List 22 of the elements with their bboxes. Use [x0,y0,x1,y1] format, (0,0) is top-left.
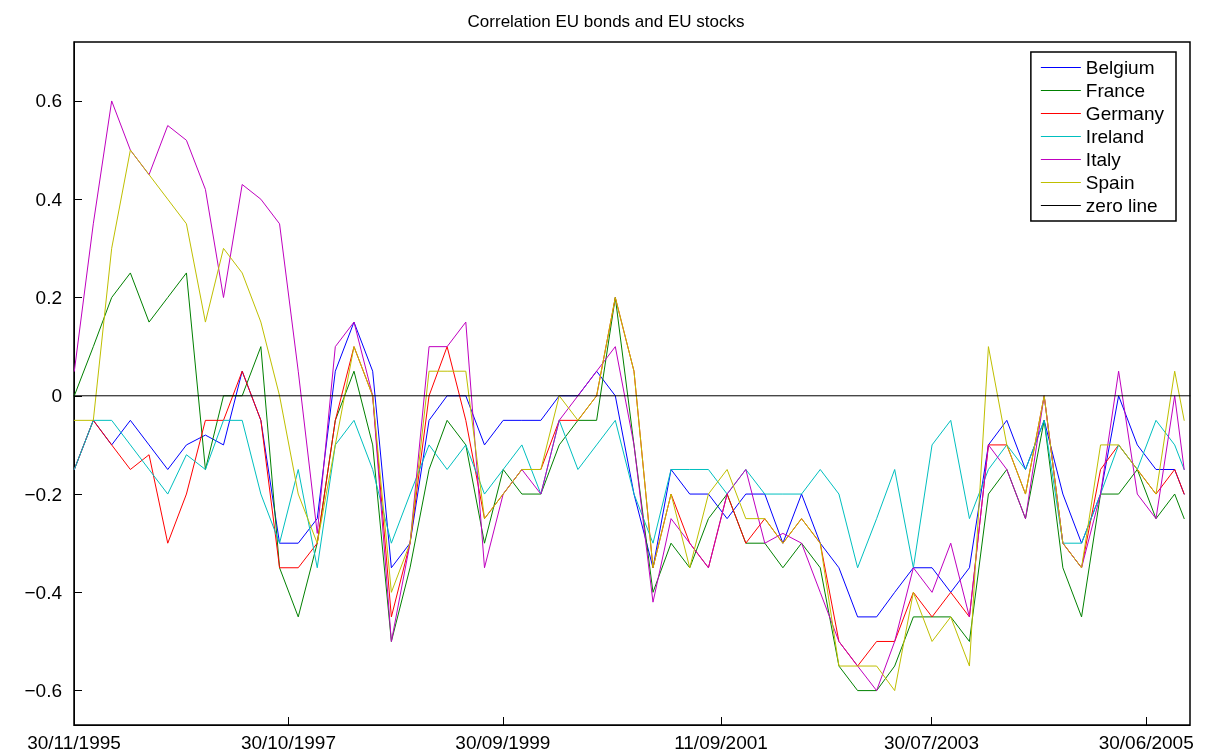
legend-label: Ireland [1085,126,1144,147]
legend-label: zero line [1085,195,1158,216]
x-tick-label: 30/11/1995 [27,732,121,753]
legend-label: France [1085,80,1146,101]
x-tick-label: 11/09/2001 [674,732,768,753]
x-tick-label: 30/10/1997 [240,732,336,753]
x-tick-label: 30/07/2003 [883,732,979,753]
y-tick-label: 0 [51,385,62,407]
y-tick-label: −0.2 [24,483,62,505]
y-tick-label: 0.4 [35,188,63,210]
y-tick-label: −0.4 [24,581,63,603]
chart-title: Correlation EU bonds and EU stocks [467,12,745,31]
y-tick-label: 0.2 [35,287,62,309]
legend-label: Italy [1085,149,1122,170]
legend-label: Belgium [1085,57,1155,78]
line-series [73,419,1185,569]
y-tick-label: 0.6 [35,90,62,112]
legend-label: Germany [1085,103,1165,124]
legend-label: Spain [1085,172,1135,193]
y-tick-label: −0.6 [24,680,62,702]
x-tick-label: 30/06/2005 [1098,732,1194,753]
x-tick-label: 30/09/1999 [455,732,551,753]
